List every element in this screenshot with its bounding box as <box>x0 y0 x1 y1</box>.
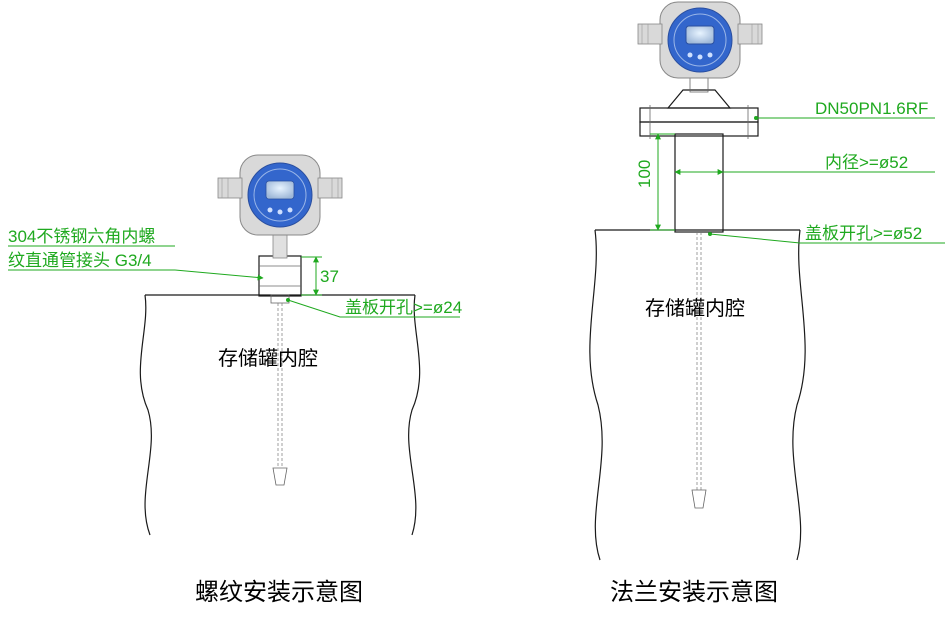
svg-text:37: 37 <box>320 267 339 286</box>
right-dim-100: 100 <box>635 134 675 230</box>
svg-text:内径>=ø52: 内径>=ø52 <box>825 153 908 172</box>
svg-text:盖板开孔>=ø24: 盖板开孔>=ø24 <box>345 298 462 317</box>
left-tank-label: 存储罐内腔 <box>218 347 318 370</box>
left-dim-37: 37 <box>301 257 339 295</box>
left-hex-fitting <box>259 256 301 303</box>
left-probe <box>273 303 287 485</box>
left-tank <box>140 295 419 535</box>
right-diagram: 存储罐内腔 100 DN50PN1.6RF 内径>=ø52 盖板开孔>=ø52 <box>590 2 945 606</box>
svg-text:304不锈钢六角内螺: 304不锈钢六角内螺 <box>8 227 155 246</box>
svg-text:盖板开孔>=ø52: 盖板开孔>=ø52 <box>805 224 922 243</box>
left-caption: 螺纹安装示意图 <box>195 579 363 606</box>
svg-text:DN50PN1.6RF: DN50PN1.6RF <box>815 99 928 118</box>
left-annot-fitting: 304不锈钢六角内螺 纹直通管接头 G3/4 <box>8 227 263 278</box>
right-tank <box>590 230 805 560</box>
left-diagram: 存储罐内腔 37 304不锈钢六角内螺 纹直通管接头 G3/4 盖板开孔>=ø2… <box>8 155 462 606</box>
right-annot-hole: 盖板开孔>=ø52 <box>708 224 945 243</box>
right-neck <box>675 134 723 232</box>
left-annot-hole: 盖板开孔>=ø24 <box>286 298 462 317</box>
right-annot-id: 内径>=ø52 <box>675 153 935 172</box>
svg-text:100: 100 <box>635 160 654 188</box>
right-caption: 法兰安装示意图 <box>610 579 778 606</box>
svg-text:纹直通管接头 G3/4: 纹直通管接头 G3/4 <box>8 251 152 270</box>
right-transmitter-head <box>638 2 762 78</box>
right-probe <box>692 232 706 508</box>
right-flange <box>640 76 758 139</box>
right-tank-label: 存储罐内腔 <box>645 297 745 320</box>
left-transmitter-head <box>218 155 342 258</box>
right-annot-flange: DN50PN1.6RF <box>754 99 935 120</box>
